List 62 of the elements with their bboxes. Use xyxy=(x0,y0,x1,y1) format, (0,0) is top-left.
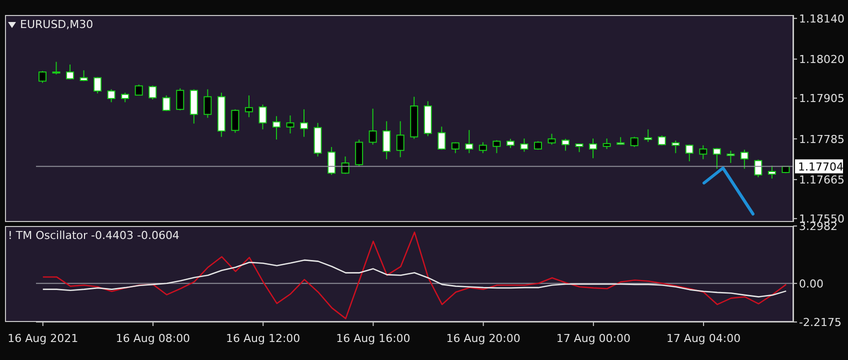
candlestick xyxy=(768,165,776,180)
x-tick-label: 16 Aug 12:00 xyxy=(226,332,300,345)
candlestick xyxy=(520,138,528,152)
candlestick xyxy=(740,149,748,170)
candlestick xyxy=(286,114,294,134)
candlestick xyxy=(672,140,680,154)
y-tick-label: 1.17905 xyxy=(799,92,844,106)
y-tick-label: 1.18020 xyxy=(799,53,844,66)
candlestick xyxy=(176,88,184,111)
chart-title: ! TM Oscillator -0.4403 -0.0604 xyxy=(8,229,180,242)
candlestick xyxy=(94,76,102,94)
candlestick xyxy=(562,138,570,152)
y-tick-label: 1.17785 xyxy=(799,132,844,146)
candlestick xyxy=(148,85,157,100)
x-tick-label: 16 Aug 08:00 xyxy=(116,332,190,345)
candlestick xyxy=(630,136,638,148)
candlestick xyxy=(589,138,598,159)
candlestick xyxy=(368,108,377,146)
y-tick-label: 1.18140 xyxy=(799,12,844,26)
y-tick-label: 0.00 xyxy=(799,277,824,290)
candlestick xyxy=(382,120,391,160)
candlestick xyxy=(300,108,308,138)
candlestick xyxy=(121,92,130,103)
candlestick xyxy=(244,94,253,118)
candlestick xyxy=(754,159,762,178)
candlestick xyxy=(52,61,60,75)
candlestick xyxy=(602,138,611,150)
candlestick xyxy=(66,64,74,80)
line-series xyxy=(42,259,787,298)
candlestick xyxy=(548,133,556,146)
x-tick-label: 17 Aug 04:00 xyxy=(666,332,741,345)
candlestick xyxy=(162,94,170,112)
candlestick xyxy=(699,144,708,160)
candlestick xyxy=(644,128,652,142)
ref-line-label: 1.17704 xyxy=(798,160,844,174)
candlestick xyxy=(231,108,240,134)
candlestick xyxy=(258,104,267,130)
x-tick-label: 16 Aug 20:00 xyxy=(446,332,520,345)
candlestick xyxy=(726,150,735,164)
candlestick xyxy=(658,134,666,146)
candlestick xyxy=(396,120,404,158)
candlestick xyxy=(38,70,46,84)
candlestick xyxy=(204,88,212,118)
candlestick xyxy=(107,88,116,103)
candlestick xyxy=(134,84,143,96)
y-tick-label: -2.2175 xyxy=(799,316,842,329)
candlestick xyxy=(438,126,446,150)
candlestick xyxy=(341,156,350,174)
candlestick xyxy=(465,130,474,154)
x-tick-label: 17 Aug 00:00 xyxy=(556,332,631,345)
x-tick-label: 16 Aug 2021 xyxy=(8,332,78,345)
candlestick xyxy=(478,142,487,154)
chart-title: EURUSD,M30 xyxy=(20,18,94,31)
candlestick xyxy=(328,146,336,176)
candlestick xyxy=(506,138,514,149)
candlestick xyxy=(712,148,721,170)
y-tick-label: 1.17665 xyxy=(799,173,844,186)
candlestick xyxy=(355,139,364,167)
candlestick xyxy=(492,140,501,154)
x-tick-label: 16 Aug 16:00 xyxy=(336,332,410,345)
candlestick xyxy=(272,116,280,140)
candlestick xyxy=(685,144,694,162)
